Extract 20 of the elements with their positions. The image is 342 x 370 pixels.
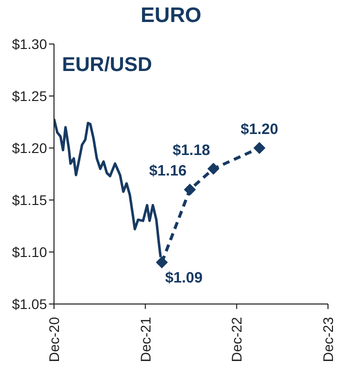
x-tick-label: Dec-21 xyxy=(137,316,154,362)
y-tick-label: $1.20 xyxy=(12,140,48,156)
point xyxy=(207,162,220,175)
data-label: $1.20 xyxy=(240,121,278,138)
data-label: $1.16 xyxy=(149,162,187,180)
point xyxy=(156,256,168,268)
y-tick-label: $1.15 xyxy=(12,192,48,208)
point xyxy=(184,184,196,196)
chart-title: EURO xyxy=(140,4,202,28)
y-tick-label: $1.25 xyxy=(12,88,48,104)
x-tick-label: Dec-20 xyxy=(46,316,62,362)
text: EUR/USD xyxy=(62,54,152,77)
x-tick-label: Dec-23 xyxy=(320,316,336,362)
data-label: $1.09 xyxy=(165,269,203,286)
y-tick-label: $1.10 xyxy=(12,244,48,260)
point xyxy=(253,142,266,154)
data-label: $1.18 xyxy=(172,142,210,159)
y-tick-label: $1.05 xyxy=(12,296,48,312)
y-tick-label: $1.30 xyxy=(12,36,48,52)
x-tick-label: Dec-22 xyxy=(228,316,245,362)
